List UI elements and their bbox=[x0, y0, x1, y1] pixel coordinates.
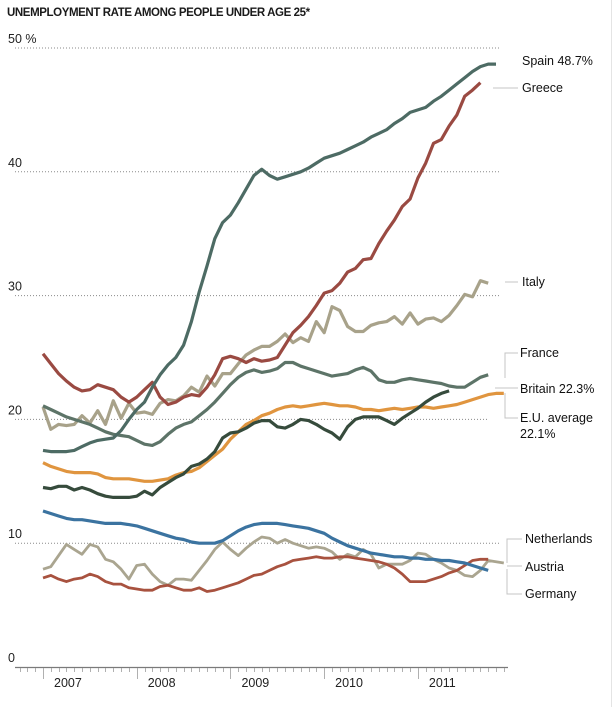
series-line-austria bbox=[42, 535, 505, 587]
x-tick-label: 2009 bbox=[241, 676, 269, 690]
series-label-italy: Italy bbox=[522, 275, 546, 289]
series-line-britain bbox=[42, 389, 450, 499]
series-line-spain bbox=[42, 62, 496, 454]
gridlines bbox=[15, 47, 500, 544]
series-label-spain: Spain 48.7% bbox=[522, 54, 593, 68]
series-line-e-u-average bbox=[42, 391, 504, 483]
y-tick-label: 30 bbox=[8, 280, 22, 294]
series-label-britain: Britain 22.3% bbox=[520, 382, 594, 396]
leader-netherlands bbox=[506, 538, 522, 563]
y-tick-label: 20 bbox=[8, 403, 22, 417]
series-label-greece: Greece bbox=[522, 81, 563, 95]
series-label-netherlands: Netherlands bbox=[525, 532, 592, 546]
series-label-france: France bbox=[520, 346, 559, 360]
y-axis-labels: 0 10 20 30 40 50 % bbox=[8, 32, 37, 665]
y-tick-label: 50 % bbox=[8, 32, 37, 46]
leader-germany bbox=[506, 569, 522, 595]
series-line-germany bbox=[42, 509, 489, 572]
label-leader-lines bbox=[493, 87, 522, 595]
leader-france bbox=[504, 352, 518, 378]
y-tick-label: 40 bbox=[8, 156, 22, 170]
y-tick-label: 10 bbox=[8, 527, 22, 541]
series-label-austria: Austria bbox=[525, 560, 564, 574]
x-tick-label: 2011 bbox=[429, 676, 456, 690]
y-tick-label: 0 bbox=[8, 651, 15, 665]
series-line-netherlands bbox=[42, 555, 489, 593]
x-axis: 2007 2008 2009 2010 2011 bbox=[15, 666, 508, 690]
x-tick-label: 2007 bbox=[54, 676, 82, 690]
series-lines bbox=[41, 62, 505, 593]
series-labels: Spain 48.7% Greece Italy France Britain 22.3… bbox=[520, 54, 594, 601]
series-line-greece bbox=[41, 81, 482, 407]
chart-title: UNEMPLOYMENT RATE AMONG PEOPLE UNDER AGE… bbox=[7, 7, 310, 19]
x-tick-label: 2008 bbox=[148, 676, 176, 690]
series-line-italy bbox=[41, 279, 489, 431]
leader-eu-average bbox=[504, 393, 518, 419]
x-tick-label: 2010 bbox=[335, 676, 363, 690]
series-label-e-u-average: E.U. average 22.1% bbox=[520, 411, 593, 441]
frame-border bbox=[611, 0, 612, 707]
series-label-germany: Germany bbox=[525, 587, 577, 601]
